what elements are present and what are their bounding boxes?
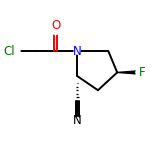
Text: Cl: Cl [3,45,15,58]
Text: N: N [73,45,82,58]
Circle shape [74,48,80,54]
Text: O: O [51,19,60,31]
Text: F: F [139,66,145,79]
Circle shape [53,29,59,35]
Text: N: N [73,114,82,127]
Polygon shape [117,71,139,74]
Circle shape [136,69,142,75]
Circle shape [74,117,80,123]
Circle shape [10,46,20,56]
